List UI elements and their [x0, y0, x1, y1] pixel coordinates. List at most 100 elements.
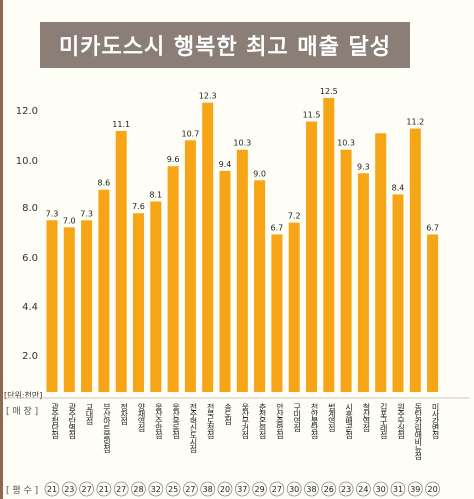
bar — [323, 98, 335, 392]
pyeong-value: 23 — [341, 485, 351, 494]
bar — [184, 140, 196, 392]
pyeong-value: 26 — [324, 485, 334, 494]
y-tick-label: 2.0 — [22, 351, 38, 362]
chart-title-banner: 미카도스시 행복한 최고 매출 달성 — [40, 22, 410, 68]
data-label: 7.3 — [80, 209, 93, 218]
pyeong-circle — [407, 481, 423, 497]
bar — [46, 220, 58, 392]
pyeong-circle — [355, 481, 371, 497]
bar — [375, 133, 387, 392]
data-label: 10.7 — [181, 129, 199, 138]
pyeong-circle — [200, 481, 216, 497]
pyeong-circle — [96, 481, 112, 497]
pyeong-value: 24 — [358, 485, 368, 494]
category-label: 교대점 — [85, 403, 94, 425]
category-label: 부산아트몰링점 — [102, 403, 111, 453]
category-label: 정자점 — [119, 402, 128, 425]
data-label: 10.3 — [233, 139, 251, 148]
pyeong-value: 21 — [99, 485, 109, 494]
data-label: 7.3 — [46, 209, 59, 218]
data-label: 9.6 — [167, 155, 180, 164]
pyeong-value: 37 — [237, 485, 247, 494]
bar — [236, 149, 248, 392]
bar — [63, 227, 75, 392]
bar — [288, 222, 300, 392]
pyeong-value: 25 — [168, 485, 178, 494]
y-tick-label: 6.0 — [22, 253, 38, 264]
pyeong-circle — [321, 481, 337, 497]
pyeong-row-label: [ 평 수 ] — [6, 485, 38, 496]
data-label: 9.0 — [253, 169, 266, 178]
pyeong-circle — [304, 481, 319, 497]
data-label: 8.1 — [149, 190, 162, 199]
category-label: 울산옥동점 — [171, 403, 180, 439]
pyeong-circle — [234, 481, 250, 497]
category-label: 구미역점 — [293, 403, 302, 432]
bar — [98, 189, 110, 392]
data-label: 6.7 — [426, 223, 439, 232]
category-label: 원주무실점 — [397, 403, 406, 439]
category-label: 철산역점 — [362, 402, 371, 432]
pyeong-value: 28 — [133, 485, 143, 494]
bar — [219, 170, 231, 392]
pyeong-value: 20 — [220, 485, 230, 494]
y-tick-label: 8.0 — [22, 203, 38, 214]
pyeong-circle — [182, 481, 198, 497]
left-edge-strip — [0, 0, 3, 499]
bar — [133, 213, 144, 392]
pyeong-circle — [252, 481, 268, 497]
pyeong-circle — [373, 481, 389, 497]
pyeong-value: 20 — [428, 485, 438, 494]
bar — [340, 149, 352, 392]
category-label: 안산중앙점 — [275, 402, 284, 439]
category-label: 광주첨단점 — [50, 402, 59, 439]
pyeong-circle — [148, 481, 164, 497]
pyeong-value: 30 — [376, 485, 386, 494]
category-label: 미사강변점 — [431, 403, 440, 439]
y-tick-label: 4.4 — [22, 302, 38, 313]
category-label: 동탄카림애비뉴점 — [413, 403, 422, 460]
store-row-label: [ 매 장 ] — [6, 406, 38, 417]
bar — [254, 180, 266, 392]
y-tick-label: 10.0 — [16, 156, 38, 167]
category-label: 울산수암점 — [154, 403, 163, 439]
category-label: 범계역점 — [327, 402, 336, 432]
pyeong-value: 27 — [185, 485, 195, 494]
category-label: 광주탄벌점 — [67, 402, 76, 439]
data-label: 11.1 — [112, 120, 130, 129]
bar — [115, 130, 127, 393]
data-label: 10.3 — [337, 139, 355, 148]
pyeong-circle — [217, 481, 233, 497]
pyeong-circle — [165, 481, 181, 497]
pyeong-value: 29 — [255, 485, 265, 494]
data-label: 6.7 — [271, 223, 284, 232]
bar — [202, 102, 214, 392]
pyeong-circle — [131, 481, 146, 497]
data-label: 11.5 — [303, 111, 321, 120]
pyeong-circle — [61, 481, 77, 497]
pyeong-value: 27 — [272, 485, 282, 494]
pyeong-circle — [286, 481, 302, 497]
pyeong-value: 39 — [410, 485, 420, 494]
pyeong-value: 30 — [289, 485, 299, 494]
pyeong-value: 23 — [64, 485, 74, 494]
bar — [409, 128, 421, 393]
category-label: 울산무거점 — [240, 403, 249, 439]
category-label: 송도점 — [224, 403, 233, 425]
bar — [306, 121, 317, 393]
unit-label: [단위:천만] — [4, 390, 42, 400]
data-label: 11.2 — [406, 118, 424, 127]
data-label: 7.2 — [288, 212, 301, 221]
pyeong-value: 38 — [203, 485, 213, 494]
category-label: 전북도청점 — [206, 402, 215, 439]
pyeong-value: 31 — [393, 485, 403, 494]
data-label: 7.6 — [132, 202, 145, 211]
bar — [392, 194, 404, 392]
pyeong-circle — [338, 481, 354, 497]
pyeong-value: 21 — [47, 485, 57, 494]
bar — [81, 220, 93, 392]
category-label: 양재역점 — [137, 403, 146, 432]
category-label: 전주혁신도시점 — [189, 402, 198, 453]
data-label: 12.3 — [199, 92, 217, 101]
